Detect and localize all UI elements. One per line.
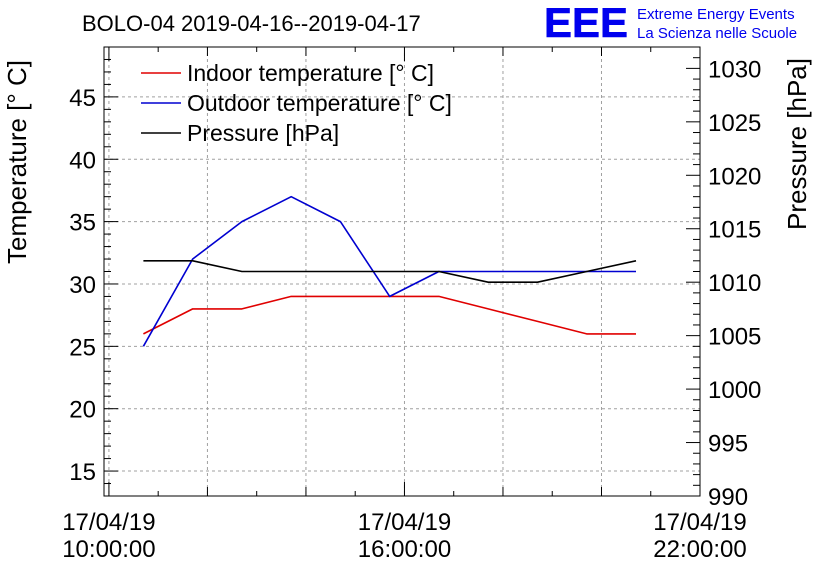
series-line-2: [142, 195, 636, 347]
x-tick-label-date: 17/04/19: [358, 509, 451, 536]
logo-mark: EEE: [544, 0, 628, 46]
eee-logo: EEE Extreme Energy Events La Scienza nel…: [544, 0, 797, 46]
y2-tick-label: 1025: [708, 110, 761, 137]
y2-tick-label: 1020: [708, 163, 761, 190]
axis-ticks: [104, 46, 701, 497]
y2-tick-label: 990: [708, 484, 748, 511]
x-tick-label-date: 17/04/19: [62, 509, 155, 536]
x-tick-label-time: 22:00:00: [653, 536, 746, 563]
x-tick-label-time: 10:00:00: [62, 536, 155, 563]
y2-tick-label: 1030: [708, 56, 761, 83]
y2-axis-label: Pressure [hPa]: [782, 58, 812, 230]
y2-tick-label: 1005: [708, 324, 761, 351]
y-tick-label: 40: [69, 147, 96, 174]
y2-tick-label: 1015: [708, 217, 761, 244]
y-tick-label: 35: [69, 210, 96, 237]
legend-entry: Indoor temperature [° C]: [187, 60, 434, 86]
y2-tick-label: 1010: [708, 270, 761, 297]
y-tick-label: 25: [69, 334, 96, 361]
y2-tick-label: 1000: [708, 377, 761, 404]
y-tick-label: 20: [69, 397, 96, 424]
legend: Indoor temperature [° C] Outdoor temperat…: [141, 60, 452, 146]
tick-labels: 15 20 25 30 35 40 45 990 995 1000 1005 1010 1015 1020…: [62, 56, 761, 563]
chart-title: BOLO-04 2019-04-16--2019-04-17: [82, 11, 421, 36]
logo-line-2: La Scienza nelle Scuole: [637, 25, 797, 42]
x-tick-label-time: 16:00:00: [358, 536, 451, 563]
y-tick-label: 45: [69, 85, 96, 112]
series-line-1: [143, 295, 636, 335]
x-tick-label-date: 17/04/19: [653, 509, 746, 536]
y-tick-label: 15: [69, 459, 96, 486]
series-line-3: [143, 259, 637, 284]
legend-entry: Pressure [hPa]: [187, 120, 339, 146]
legend-entry: Outdoor temperature [° C]: [187, 90, 452, 116]
logo-line-1: Extreme Energy Events: [637, 6, 795, 23]
series-lines: [142, 195, 637, 347]
y-tick-label: 30: [69, 272, 96, 299]
y-axis-label: Temperature [° C]: [2, 60, 32, 264]
y2-tick-label: 995: [708, 431, 748, 458]
